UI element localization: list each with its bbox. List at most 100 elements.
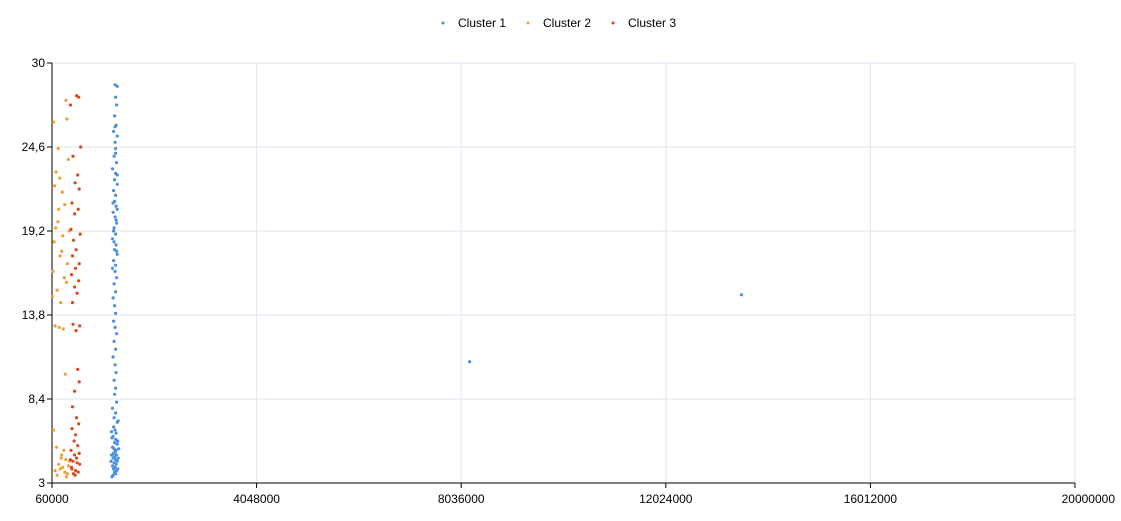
data-point [55,288,59,292]
data-point [113,428,117,432]
data-point [64,475,68,479]
data-point [76,470,80,474]
legend-label: Cluster 2 [543,16,591,30]
grid-lines [52,62,1076,483]
data-point [115,400,119,404]
data-point [52,240,56,244]
data-point [59,456,63,460]
y-tick-label: 30 [32,56,46,70]
y-tick-label: 3 [38,476,45,490]
data-point [77,262,81,266]
data-point [56,147,60,151]
data-point [113,125,117,129]
y-tick-labels: 3 8,4 13,8 19,2 24,6 30 [22,56,52,490]
data-point [74,469,78,473]
data-point [57,462,61,466]
data-point [63,372,67,376]
data-point [110,436,114,440]
data-point [114,290,118,294]
data-point [61,465,65,469]
data-point [66,157,70,161]
data-point [61,234,65,238]
data-point [114,431,118,435]
data-point [73,212,77,216]
data-point [57,325,61,329]
data-point [111,296,115,300]
y-tick-label: 24,6 [22,140,46,154]
data-point [110,237,115,241]
data-point [112,189,116,193]
data-point [75,291,79,295]
data-point [117,447,121,451]
data-point [468,360,472,364]
data-point [53,324,57,328]
data-point [65,472,69,476]
data-point [112,282,116,286]
data-point [76,444,80,448]
data-point [110,406,115,410]
data-point [116,419,120,423]
data-point [114,243,118,247]
data-point [113,325,117,329]
data-point [70,254,75,258]
data-point [77,451,81,455]
data-point [112,129,116,133]
data-point [69,448,73,452]
x-tick-labels: 60000 4048000 8036000 12024000 16012000 20000… [35,483,1115,506]
data-point [112,467,116,471]
data-point [64,458,68,462]
data-point [115,84,119,88]
data-point [77,279,81,283]
data-point [54,170,58,174]
data-point [115,221,119,225]
data-point [76,207,80,211]
data-point [113,304,117,308]
data-point [72,439,76,443]
data-point [113,140,117,144]
data-point [114,462,118,466]
data-point [58,176,62,180]
x-tick-label: 12024000 [639,492,693,506]
y-tick-label: 8,4 [28,392,45,406]
data-point [64,280,68,284]
data-point [77,422,81,426]
data-point [114,95,118,99]
data-point [60,453,64,457]
data-point [115,252,119,256]
data-point [110,464,115,468]
data-point [112,378,116,382]
data-point [114,232,118,236]
data-point [77,380,81,384]
data-point [114,371,118,375]
data-point [56,220,60,224]
data-point [58,467,62,471]
data-point [70,301,75,305]
data-point [115,459,119,463]
data-point [63,470,67,474]
data-point [112,425,116,429]
data-point [62,448,66,452]
legend-marker [526,21,530,25]
data-point [57,207,61,211]
data-point [78,462,82,466]
data-point [54,226,58,230]
x-tick-label: 16012000 [844,492,898,506]
data-point [70,201,74,205]
data-point [112,416,116,420]
series-3 [68,94,83,477]
legend-marker [611,21,615,25]
data-point [114,218,118,222]
data-point [112,240,116,244]
data-point [50,294,55,298]
data-point [112,154,116,158]
data-point [116,439,120,443]
data-point [69,227,73,231]
data-point [113,392,117,396]
data-point [114,193,118,197]
x-tick-label: 60000 [35,492,69,506]
data-point [66,464,70,468]
data-point [69,273,74,277]
data-point [115,332,119,336]
data-point [76,367,80,371]
data-point [74,329,78,333]
